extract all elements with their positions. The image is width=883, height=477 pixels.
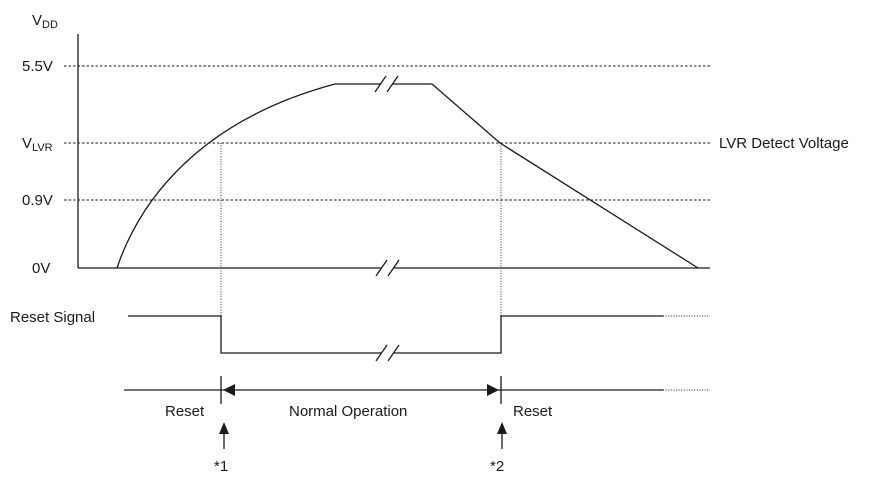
baseline-break-mark-left: [375, 259, 388, 277]
marker2-label: *2: [490, 458, 504, 475]
level-5v5-label: 5.5V: [22, 58, 53, 75]
reset-signal-label: Reset Signal: [10, 309, 95, 326]
level-0v9-label: 0.9V: [22, 192, 53, 209]
level-zero-label: 0V: [32, 260, 50, 277]
curve-break-mark-right: [386, 75, 399, 93]
reset-phase-label-right: Reset: [513, 403, 553, 420]
lvr-detect-voltage-label: LVR Detect Voltage: [719, 135, 849, 152]
marker1-arrow-head: [219, 422, 229, 434]
marker2-arrow-head: [497, 422, 507, 434]
baseline-break-mark-right: [387, 259, 400, 277]
reset-break-mark-right: [387, 344, 400, 362]
reset-break-mark-left: [375, 344, 388, 362]
reset-signal-waveform: [128, 315, 663, 354]
reset-phase-label-left: Reset: [165, 403, 205, 420]
curve-break-mark-left: [374, 75, 387, 93]
normal-operation-arrow-right: [487, 384, 499, 396]
vdd-axis-title: VDD: [32, 12, 58, 31]
normal-operation-arrow-left: [223, 384, 235, 396]
normal-operation-label: Normal Operation: [289, 403, 407, 420]
level-lvr-label: VLVR: [22, 135, 53, 154]
marker1-label: *1: [214, 458, 228, 475]
vdd-curve: [116, 83, 699, 269]
